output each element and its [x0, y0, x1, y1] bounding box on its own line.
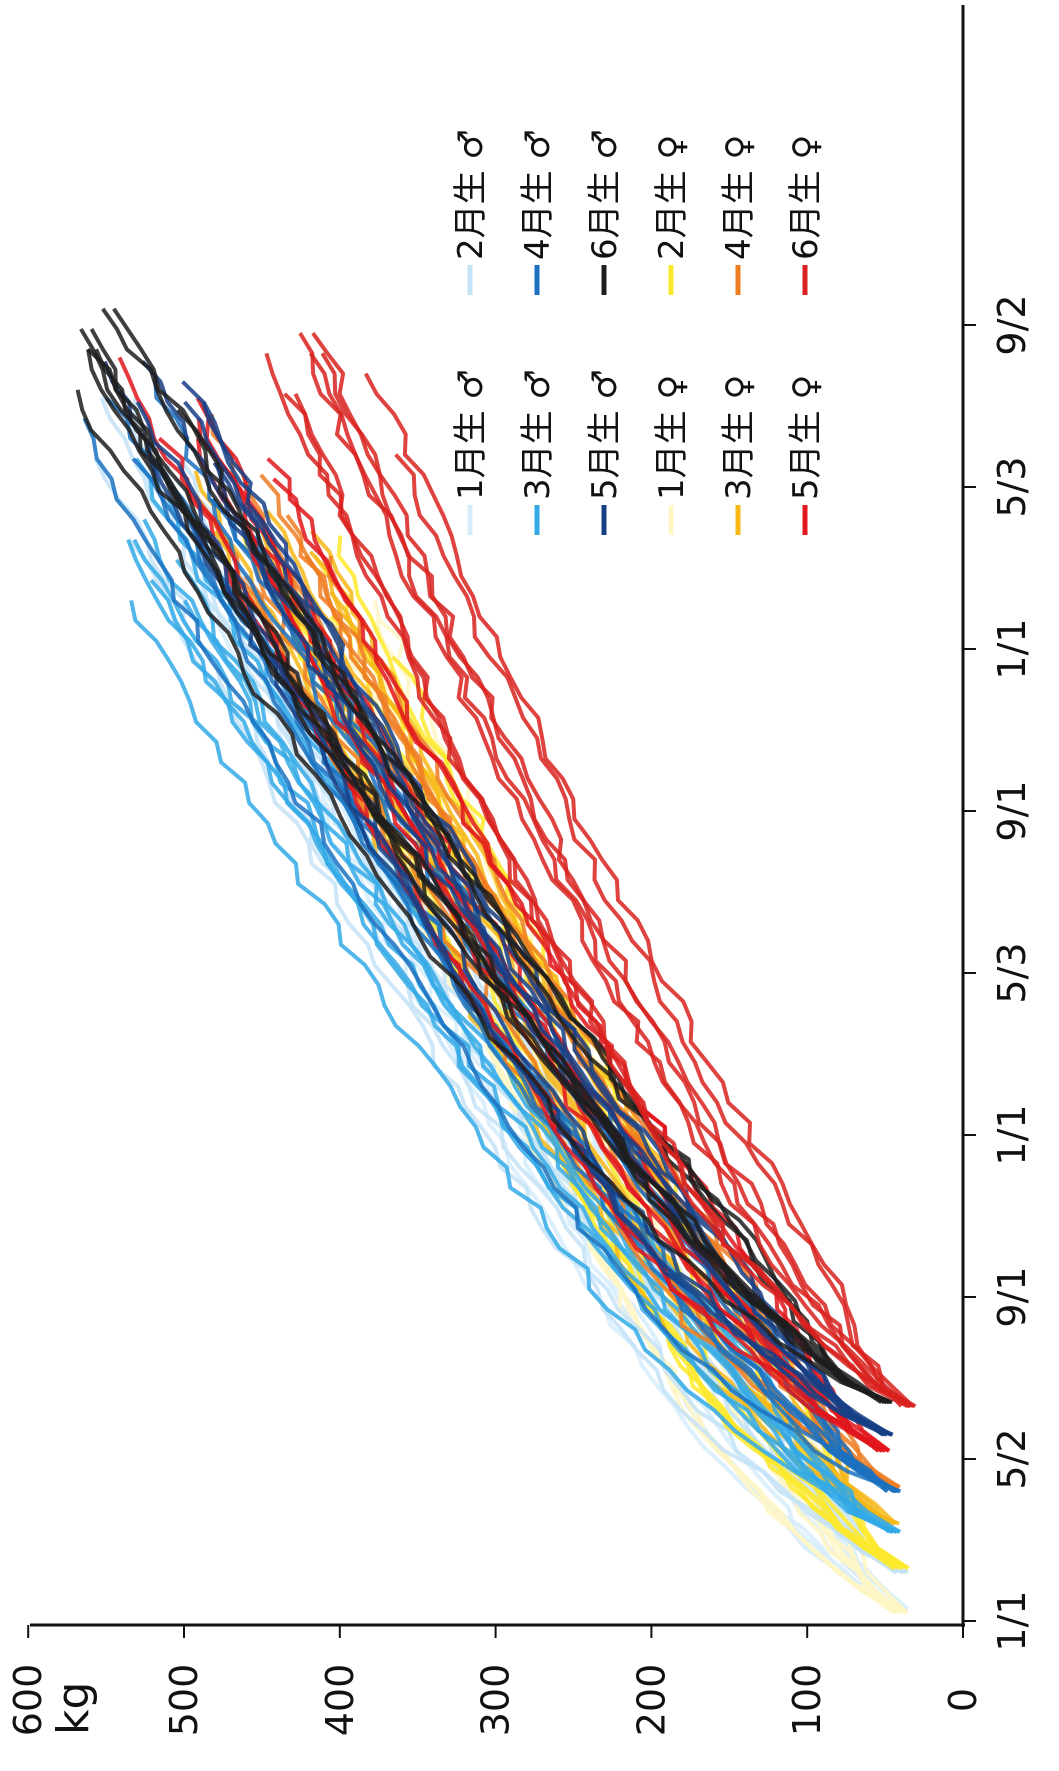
value-tick-label: 100: [785, 1664, 829, 1737]
legend-entry-label: 1月生 ♂: [451, 369, 491, 500]
series-lines: [75, 307, 917, 1615]
time-tick-label: 9/2: [990, 294, 1034, 355]
time-tick-label: 9/1: [990, 1266, 1034, 1327]
legend-entry-label: 6月生 ♀: [786, 135, 826, 260]
legend-entry-label: 6月生 ♂: [585, 129, 625, 260]
series-line: [94, 348, 888, 1405]
time-tick-label: 5/3: [990, 456, 1034, 517]
series-line: [142, 518, 898, 1534]
series-line: [283, 392, 912, 1409]
series-line: [112, 307, 890, 1405]
series-line: [298, 332, 911, 1408]
legend-entry-label: 4月生 ♂: [518, 129, 558, 260]
legend-entry-label: 2月生 ♂: [451, 129, 491, 260]
legend-entry-label: 3月生 ♀: [719, 375, 759, 500]
series-line: [129, 599, 901, 1534]
value-ticks: 0 100 200 300 400 500 600: [6, 1625, 985, 1736]
series-line: [176, 408, 892, 1405]
value-tick-label: 0: [941, 1688, 985, 1712]
series-line: [363, 372, 915, 1408]
time-tick-label: 1/1: [990, 618, 1034, 679]
time-tick-label: 1/1: [990, 1590, 1034, 1651]
time-tick-label: 9/1: [990, 780, 1034, 841]
series-line: [75, 389, 894, 1405]
legend-entry-label: 2月生 ♀: [652, 135, 692, 260]
legend-entry-label: 4月生 ♀: [719, 135, 759, 260]
time-ticks: 1/1 5/2 9/1 1/1 5/3 9/1 1/1 5/3 9/2: [963, 294, 1034, 1652]
time-tick-label: 1/1: [990, 1104, 1034, 1165]
series-line: [311, 331, 917, 1409]
value-tick-label: 400: [318, 1664, 362, 1737]
value-tick-label: 500: [162, 1664, 206, 1737]
legend-entry-label: 5月生 ♀: [786, 375, 826, 500]
series-line: [86, 348, 886, 1405]
time-tick-label: 5/2: [990, 1428, 1034, 1489]
unit-label: kg: [48, 1682, 99, 1735]
series-line: [308, 352, 915, 1409]
time-tick-label: 5/3: [990, 942, 1034, 1003]
value-tick-label: 600: [6, 1664, 50, 1737]
series-line: [89, 328, 891, 1405]
series-line: [82, 417, 902, 1494]
legend-entry-label: 5月生 ♂: [585, 369, 625, 500]
legend: 1月生 ♂ 2月生 ♂ 3月生 ♂ 4月生 ♂ 5月生 ♂ 6月生 ♂ 1月生 ♀ 2月生 ♀…: [451, 129, 826, 535]
series-line: [394, 453, 903, 1408]
legend-entry-label: 3月生 ♂: [518, 369, 558, 500]
series-line: [126, 538, 891, 1534]
value-tick-label: 300: [474, 1664, 518, 1737]
value-tick-label: 200: [629, 1664, 673, 1737]
legend-entry-label: 1月生 ♀: [652, 375, 692, 500]
